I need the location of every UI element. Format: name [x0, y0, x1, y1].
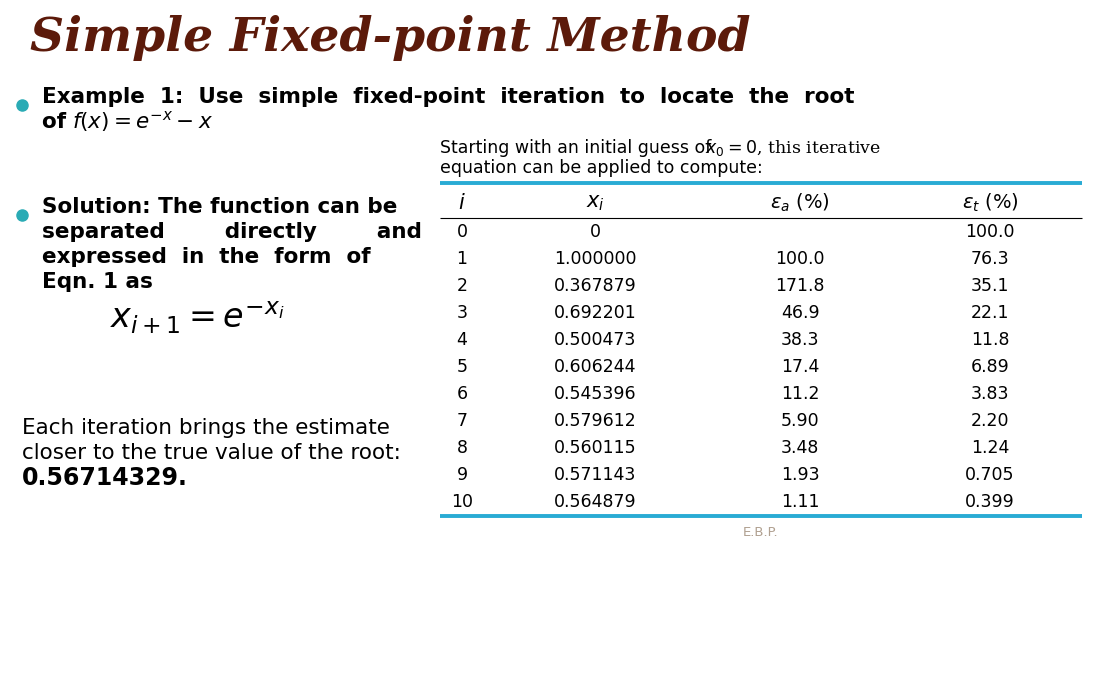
Text: $\varepsilon_t\ (\%)$: $\varepsilon_t\ (\%)$ [962, 192, 1019, 214]
Text: 7: 7 [457, 412, 468, 430]
Text: 6: 6 [457, 385, 468, 403]
Text: E.B.P.: E.B.P. [743, 525, 778, 538]
Text: equation can be applied to compute:: equation can be applied to compute: [440, 159, 763, 177]
Text: 2.20: 2.20 [971, 412, 1009, 430]
Text: $\varepsilon_a\ (\%)$: $\varepsilon_a\ (\%)$ [770, 192, 830, 214]
Text: 0.367879: 0.367879 [553, 277, 637, 295]
Text: 1.24: 1.24 [971, 439, 1009, 457]
Text: $x_{i+1} = e^{-x_i}$: $x_{i+1} = e^{-x_i}$ [110, 300, 284, 336]
Text: expressed  in  the  form  of: expressed in the form of [42, 247, 371, 267]
Text: 1: 1 [457, 250, 468, 268]
Text: 3.83: 3.83 [971, 385, 1009, 403]
Text: 46.9: 46.9 [781, 304, 819, 322]
Text: 8: 8 [457, 439, 468, 457]
Text: $\mathit{i}$: $\mathit{i}$ [458, 193, 466, 213]
Text: 0: 0 [590, 223, 601, 241]
Text: $x_0 = 0$, this iterative: $x_0 = 0$, this iterative [705, 138, 881, 158]
Text: 100.0: 100.0 [775, 250, 825, 268]
Text: 171.8: 171.8 [775, 277, 825, 295]
Text: 5.90: 5.90 [781, 412, 819, 430]
Text: 1.11: 1.11 [781, 493, 819, 511]
Text: 0.56714329.: 0.56714329. [22, 466, 188, 490]
Text: 0.579612: 0.579612 [553, 412, 637, 430]
Text: 3: 3 [457, 304, 468, 322]
Text: 1.000000: 1.000000 [553, 250, 636, 268]
Text: 0.560115: 0.560115 [553, 439, 637, 457]
Text: 11.2: 11.2 [781, 385, 819, 403]
Text: 1.93: 1.93 [781, 466, 819, 484]
Text: closer to the true value of the root:: closer to the true value of the root: [22, 443, 401, 463]
Text: 0: 0 [457, 223, 468, 241]
Text: 0.500473: 0.500473 [553, 331, 636, 349]
Text: 0.564879: 0.564879 [553, 493, 637, 511]
Text: Solution: The function can be: Solution: The function can be [42, 197, 397, 217]
Text: 22.1: 22.1 [971, 304, 1009, 322]
Text: $f(x) = e^{-x} - x$: $f(x) = e^{-x} - x$ [72, 110, 213, 135]
Text: 0.606244: 0.606244 [553, 358, 636, 376]
Text: Eqn. 1 as: Eqn. 1 as [42, 272, 153, 292]
Text: 0.692201: 0.692201 [553, 304, 637, 322]
Text: 5: 5 [457, 358, 468, 376]
Text: $x_i$: $x_i$ [585, 193, 605, 213]
Text: Example  1:  Use  simple  fixed-point  iteration  to  locate  the  root: Example 1: Use simple fixed-point iterat… [42, 87, 854, 107]
Text: 9: 9 [457, 466, 468, 484]
Text: 0.399: 0.399 [965, 493, 1015, 511]
Text: Simple Fixed-point Method: Simple Fixed-point Method [30, 15, 751, 61]
Text: 6.89: 6.89 [971, 358, 1009, 376]
Text: separated        directly        and: separated directly and [42, 222, 422, 242]
Text: 0.705: 0.705 [965, 466, 1015, 484]
Text: 38.3: 38.3 [781, 331, 819, 349]
Text: 100.0: 100.0 [965, 223, 1015, 241]
Text: 0.545396: 0.545396 [553, 385, 637, 403]
Text: of: of [42, 112, 81, 132]
Text: 2: 2 [457, 277, 468, 295]
Text: 0.571143: 0.571143 [553, 466, 636, 484]
Text: 76.3: 76.3 [971, 250, 1009, 268]
Text: 11.8: 11.8 [971, 331, 1009, 349]
Text: 17.4: 17.4 [781, 358, 819, 376]
Text: Starting with an initial guess of: Starting with an initial guess of [440, 139, 717, 157]
Text: 35.1: 35.1 [971, 277, 1009, 295]
Text: 3.48: 3.48 [781, 439, 819, 457]
Text: 10: 10 [451, 493, 473, 511]
Text: Each iteration brings the estimate: Each iteration brings the estimate [22, 418, 390, 438]
Text: 4: 4 [457, 331, 468, 349]
